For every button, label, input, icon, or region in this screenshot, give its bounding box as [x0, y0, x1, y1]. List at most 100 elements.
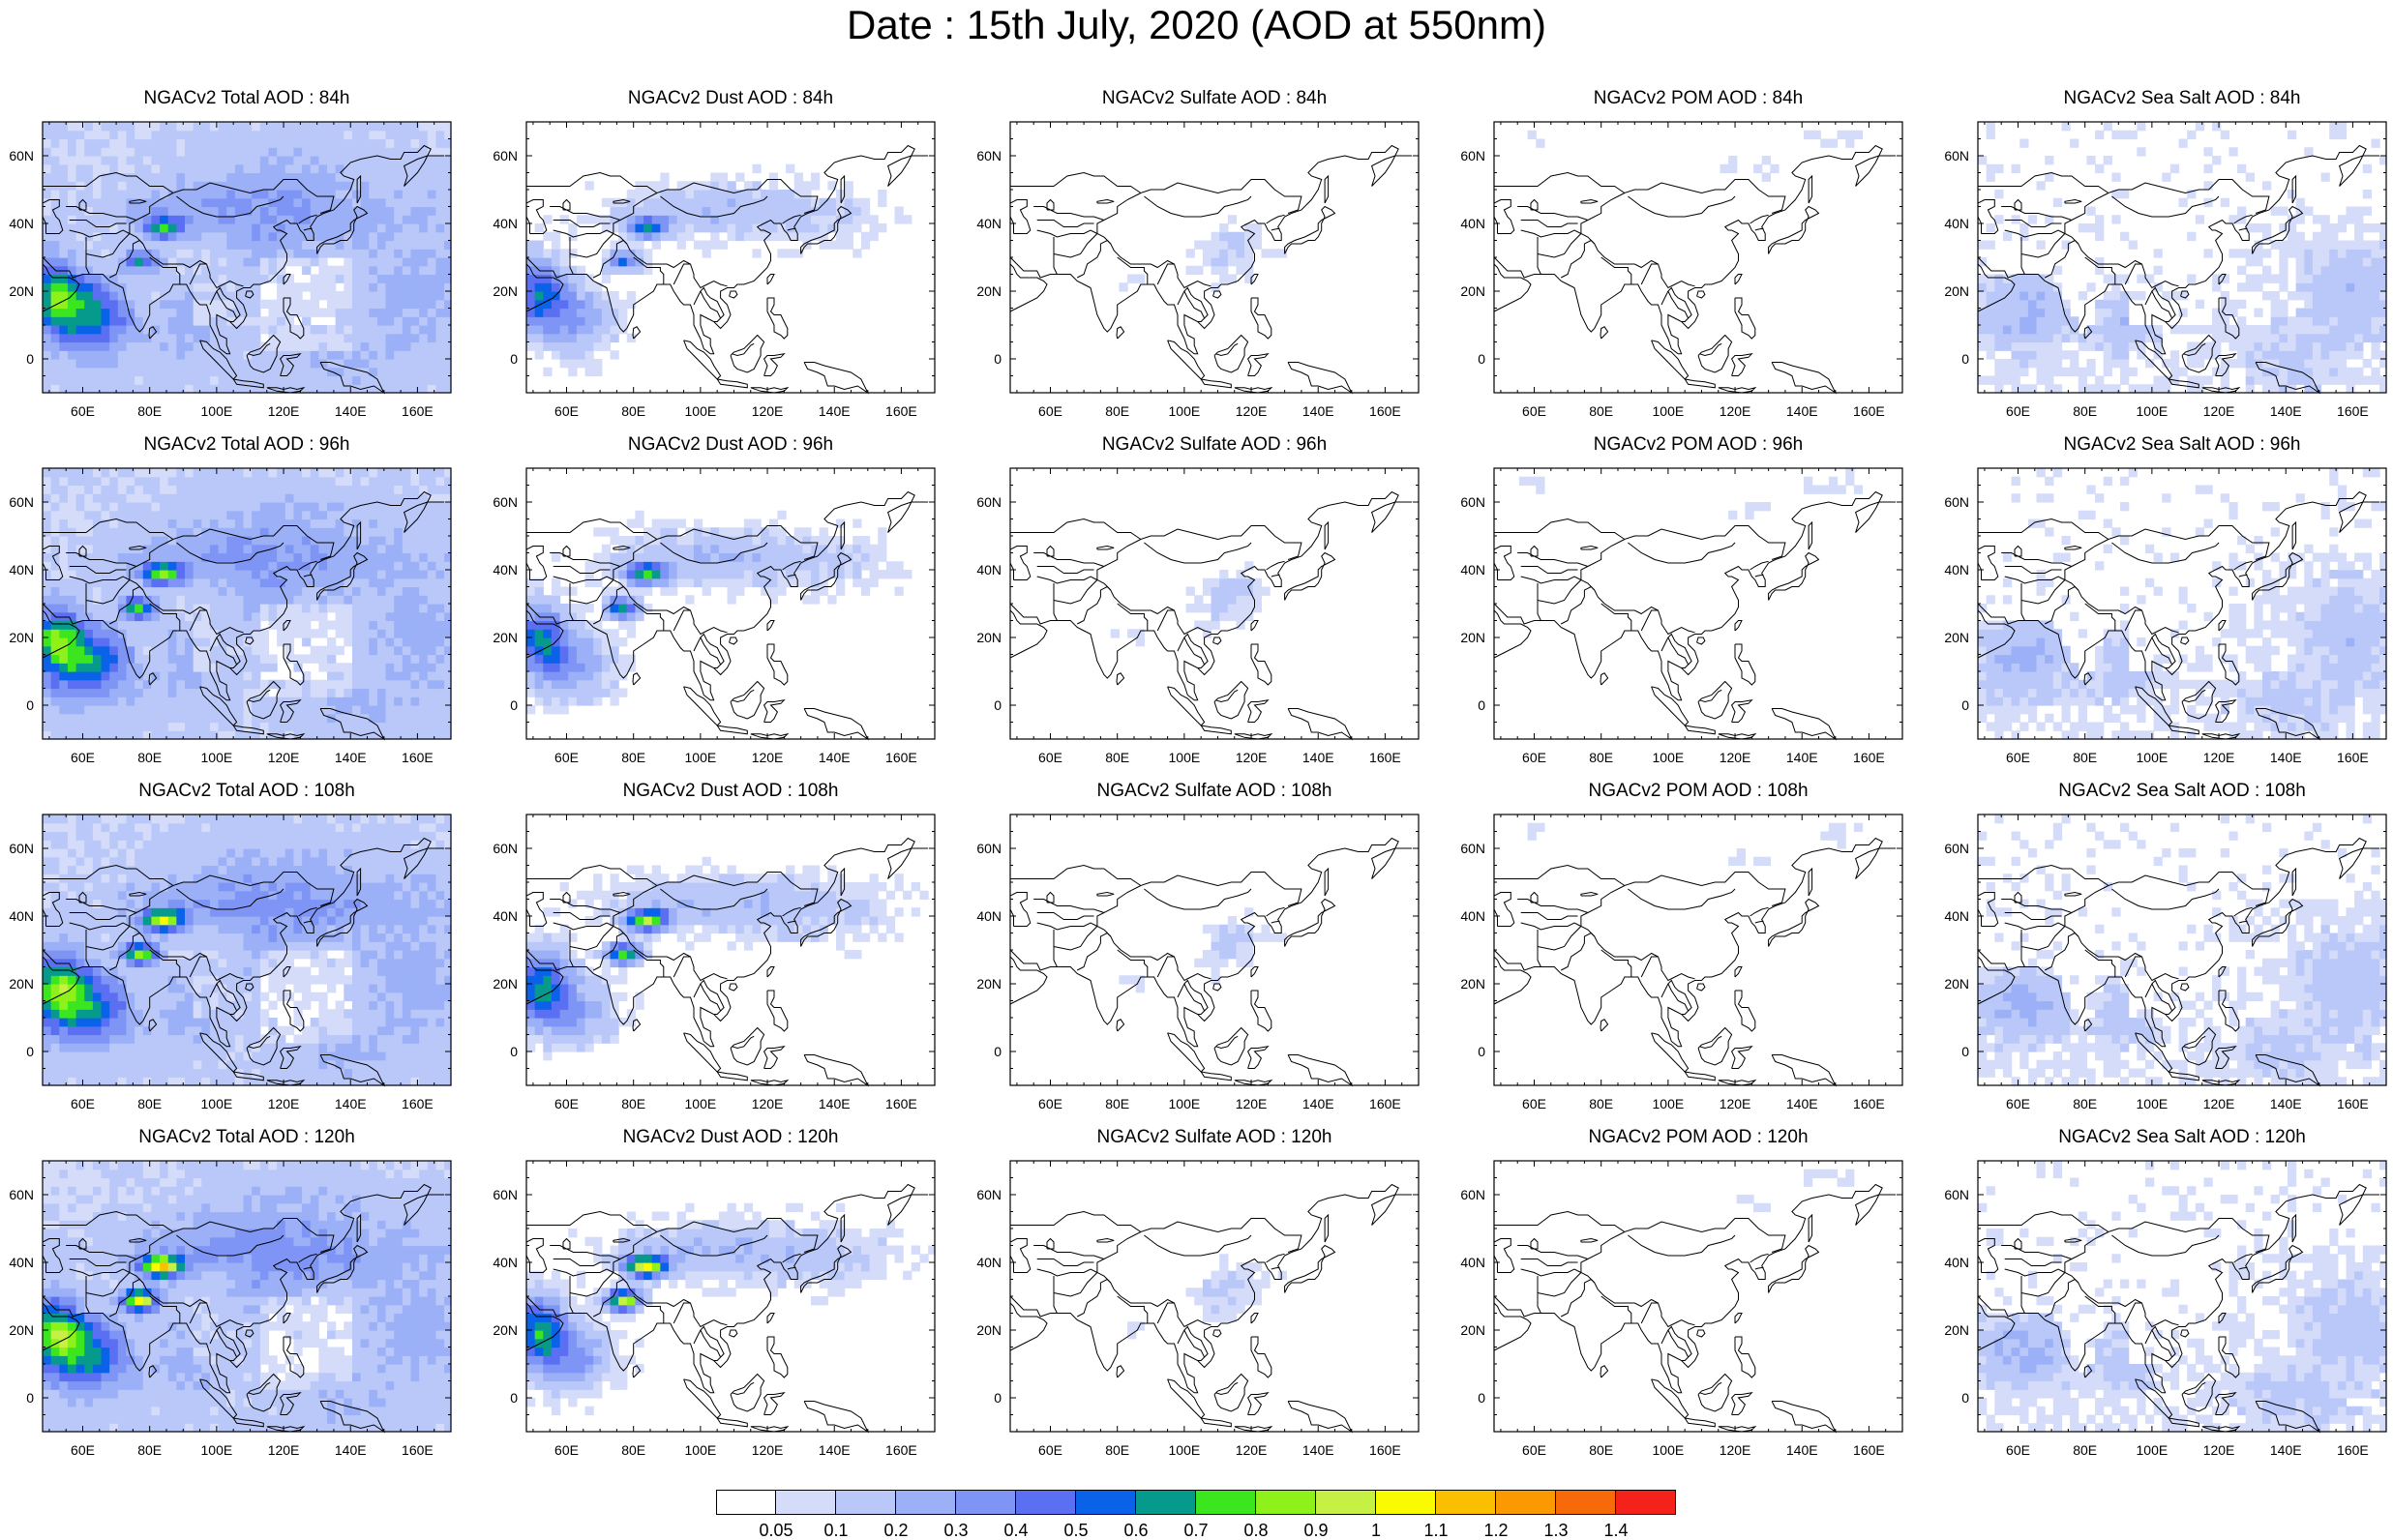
coastline-path	[1116, 326, 1125, 340]
aod-cell	[176, 502, 186, 512]
aod-cell	[277, 578, 286, 588]
aod-cell	[534, 578, 544, 588]
aod-cell	[435, 476, 445, 487]
aod-cell	[135, 122, 144, 132]
aod-cell	[75, 206, 85, 216]
aod-cell	[344, 705, 353, 715]
aod-cell	[259, 130, 270, 140]
aod-cell	[185, 190, 194, 199]
aod-cell	[2262, 384, 2272, 394]
aod-cell	[635, 578, 644, 588]
aod-cell	[394, 620, 404, 630]
aod-cell	[444, 663, 452, 672]
aod-cell	[176, 130, 186, 140]
aod-cell	[126, 604, 135, 613]
aod-cell	[209, 696, 220, 706]
aod-cell	[302, 138, 312, 148]
aod-cell	[685, 570, 695, 579]
aod-cell	[201, 518, 211, 528]
aod-cell	[344, 197, 353, 208]
aod-cell	[2212, 333, 2222, 343]
aod-cell	[160, 265, 169, 276]
aod-cell	[2103, 291, 2112, 301]
coastline-path	[1808, 174, 1813, 204]
coastline-path	[1537, 237, 1541, 275]
aod-cell	[593, 552, 603, 562]
aod-cell	[402, 629, 412, 638]
aod-cell	[2169, 367, 2180, 377]
aod-cell	[385, 156, 395, 165]
aod-cell	[660, 570, 670, 579]
aod-cell	[444, 518, 452, 528]
aod-cell	[853, 249, 862, 258]
aod-cell	[2144, 333, 2155, 343]
aod-cell	[67, 122, 77, 132]
aod-cell	[584, 645, 594, 656]
aod-cell	[2354, 291, 2364, 301]
aod-cell	[376, 544, 387, 554]
aod-cell	[176, 156, 186, 165]
aod-cell	[135, 527, 144, 537]
aod-cell	[335, 172, 344, 182]
aod-cell	[226, 308, 236, 317]
aod-cell	[218, 206, 227, 216]
aod-cell	[402, 316, 412, 326]
aod-cell	[2095, 163, 2105, 174]
aod-cell	[151, 730, 161, 740]
aod-cell	[344, 536, 353, 546]
aod-cell	[84, 468, 94, 478]
aod-cell	[543, 325, 553, 335]
aod-cell	[752, 570, 762, 579]
aod-cell	[2312, 325, 2322, 335]
aod-cell	[50, 722, 60, 731]
aod-cell	[360, 240, 370, 250]
aod-cell	[101, 240, 110, 250]
aod-cell	[2279, 384, 2288, 394]
aod-cell	[860, 544, 871, 554]
aod-cell	[43, 552, 52, 562]
aod-cell	[50, 629, 60, 638]
aod-cell	[43, 384, 52, 394]
aod-cell	[50, 299, 60, 310]
aod-cell	[142, 265, 153, 276]
aod-cell	[2070, 359, 2079, 369]
aod-cell	[419, 552, 429, 562]
aod-cell	[410, 518, 420, 528]
aod-cell	[419, 367, 429, 377]
aod-cell	[786, 578, 795, 588]
aod-cell	[167, 688, 177, 697]
aod-cell	[50, 536, 60, 546]
aod-cell	[259, 197, 270, 208]
aod-cell	[135, 231, 144, 242]
aod-cell	[185, 654, 194, 664]
aod-cell	[435, 299, 445, 310]
aod-cell	[151, 265, 161, 276]
aod-cell	[151, 578, 161, 588]
aod-cell	[376, 265, 387, 276]
aod-cell	[1236, 240, 1245, 250]
aod-cell	[360, 730, 370, 740]
aod-cell	[601, 671, 612, 681]
aod-cell	[610, 629, 619, 638]
coastline-path	[562, 198, 571, 211]
aod-cell	[335, 518, 344, 528]
aod-cell	[435, 291, 445, 301]
aod-cell	[185, 468, 194, 478]
aod-cell	[551, 308, 561, 317]
aod-cell	[793, 527, 803, 537]
aod-cell	[201, 359, 211, 369]
aod-cell	[75, 671, 85, 681]
aod-cell	[360, 510, 370, 520]
aod-cell	[669, 586, 678, 596]
aod-cell	[67, 663, 77, 672]
aod-cell	[109, 384, 119, 394]
aod-cell	[151, 645, 161, 656]
aod-cell	[84, 274, 94, 283]
aod-cell	[2312, 359, 2322, 369]
aod-cell	[302, 476, 312, 487]
aod-cell	[234, 299, 245, 310]
aod-cell	[878, 544, 887, 554]
aod-cell	[2329, 333, 2339, 343]
aod-cell	[610, 197, 619, 208]
aod-cell	[277, 172, 286, 182]
